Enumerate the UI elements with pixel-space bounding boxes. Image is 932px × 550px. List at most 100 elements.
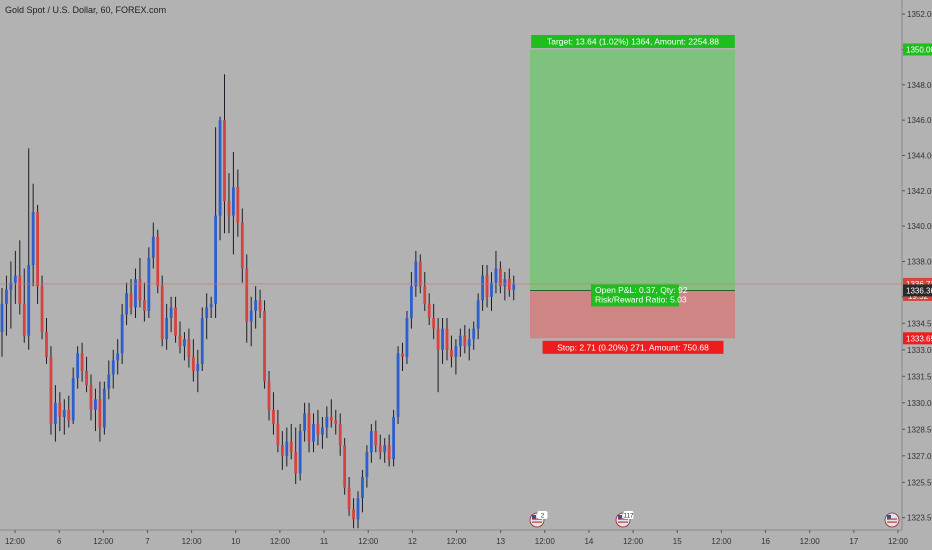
time-tick-label: 12:00 (800, 537, 821, 546)
time-axis[interactable]: 12:00 6 12:00 7 12:00 10 12:00 11 12:00 12 12:00 13… (0, 529, 909, 546)
price-tick-label: 1323.50 (907, 514, 932, 523)
candle (499, 261, 502, 294)
candle-body (387, 445, 391, 460)
candle (196, 349, 200, 393)
target-label-text: Target: 13.64 (1.02%) 1364, Amount: 2254… (547, 36, 719, 46)
event-flag-stripe (887, 518, 897, 520)
candle-body (138, 279, 142, 301)
candle-body (9, 282, 13, 290)
candle (365, 445, 369, 488)
candle-body (191, 356, 195, 371)
event-markers: 2 117 (529, 511, 900, 528)
candle-body (236, 187, 240, 223)
candle-body (414, 261, 418, 287)
candle-body (218, 120, 222, 216)
candle-body (129, 293, 133, 308)
candle (432, 303, 436, 340)
candle (312, 413, 315, 453)
candle-body (240, 222, 244, 269)
candle (329, 399, 333, 428)
target-label-bg (531, 34, 735, 48)
candle (441, 318, 444, 364)
candle-body (499, 268, 502, 287)
time-tick-label: 12:00 (358, 537, 379, 546)
candle-body (294, 452, 298, 474)
candle-body (5, 289, 8, 304)
candle (9, 261, 13, 329)
candle-body (13, 275, 17, 283)
rr-label: Risk/Reward Ratio: 5.03 (595, 294, 687, 304)
candle (410, 272, 413, 329)
candle-body (76, 353, 80, 379)
candle (156, 229, 160, 294)
time-tick-label: 12 (408, 537, 417, 546)
candle (134, 268, 137, 318)
candle (507, 268, 511, 297)
time-tick-label: 14 (584, 537, 593, 546)
candle (129, 279, 133, 315)
candle-body (254, 300, 258, 311)
target-label: Target: 13.64 (1.02%) 1364, Amount: 2254… (531, 34, 735, 48)
candle-body (85, 371, 88, 386)
candle-body (338, 424, 342, 446)
candle (503, 272, 507, 301)
time-tick-label: 12:00 (93, 537, 114, 546)
candle (378, 434, 382, 460)
candle (263, 300, 266, 389)
candle (227, 173, 231, 234)
candle (267, 371, 271, 421)
target-price-tag: 1350.00 (906, 45, 932, 54)
candle (191, 339, 195, 382)
time-tick-label: 12:00 (711, 537, 732, 546)
candle-body (249, 310, 253, 322)
time-tick-label: 12:00 (270, 537, 291, 546)
candle (289, 424, 293, 460)
candle-body (31, 212, 35, 265)
candle (205, 293, 209, 340)
candle (450, 335, 453, 368)
time-tick-label: 12:00 (182, 537, 203, 546)
time-tick-label: 12:00 (5, 537, 26, 546)
price-axis[interactable]: 1352.00 1350.00 1348.00 1346.00 1344.00 1342.… (901, 0, 932, 530)
candle-body (321, 427, 324, 435)
candle-body (481, 275, 484, 301)
candle-body (125, 293, 128, 315)
price-tick-label: 1342.00 (907, 187, 932, 196)
candle-body (22, 303, 26, 336)
candle-body (316, 424, 320, 435)
candle-body (45, 332, 48, 357)
candle-body (147, 257, 151, 311)
candle (490, 272, 493, 311)
candle (463, 325, 467, 354)
candle-body (276, 424, 280, 446)
candle-body (245, 268, 249, 322)
candle (356, 491, 360, 529)
candle-body (0, 303, 4, 333)
candle-body (352, 508, 355, 520)
candle (40, 275, 44, 340)
candle-body (289, 441, 293, 453)
candle (334, 409, 338, 435)
candle (67, 395, 71, 428)
candle (343, 438, 347, 495)
stop-label-bg (542, 340, 724, 354)
candle-body (62, 409, 66, 417)
candle-body (116, 353, 120, 361)
candle (151, 222, 155, 269)
candle-body (369, 431, 373, 453)
entry-price-tag-bg (903, 284, 932, 297)
candle (5, 275, 8, 336)
event-flag-stripe (532, 518, 542, 520)
candle (387, 434, 391, 467)
candle-body (183, 339, 186, 347)
candle-body (27, 265, 31, 336)
candle (240, 208, 244, 283)
stop-price-tag-bg (903, 332, 932, 345)
candle (143, 282, 146, 322)
candle-body (441, 328, 444, 350)
candle (352, 498, 355, 529)
candle (236, 169, 240, 237)
position-info-bg (591, 284, 679, 307)
